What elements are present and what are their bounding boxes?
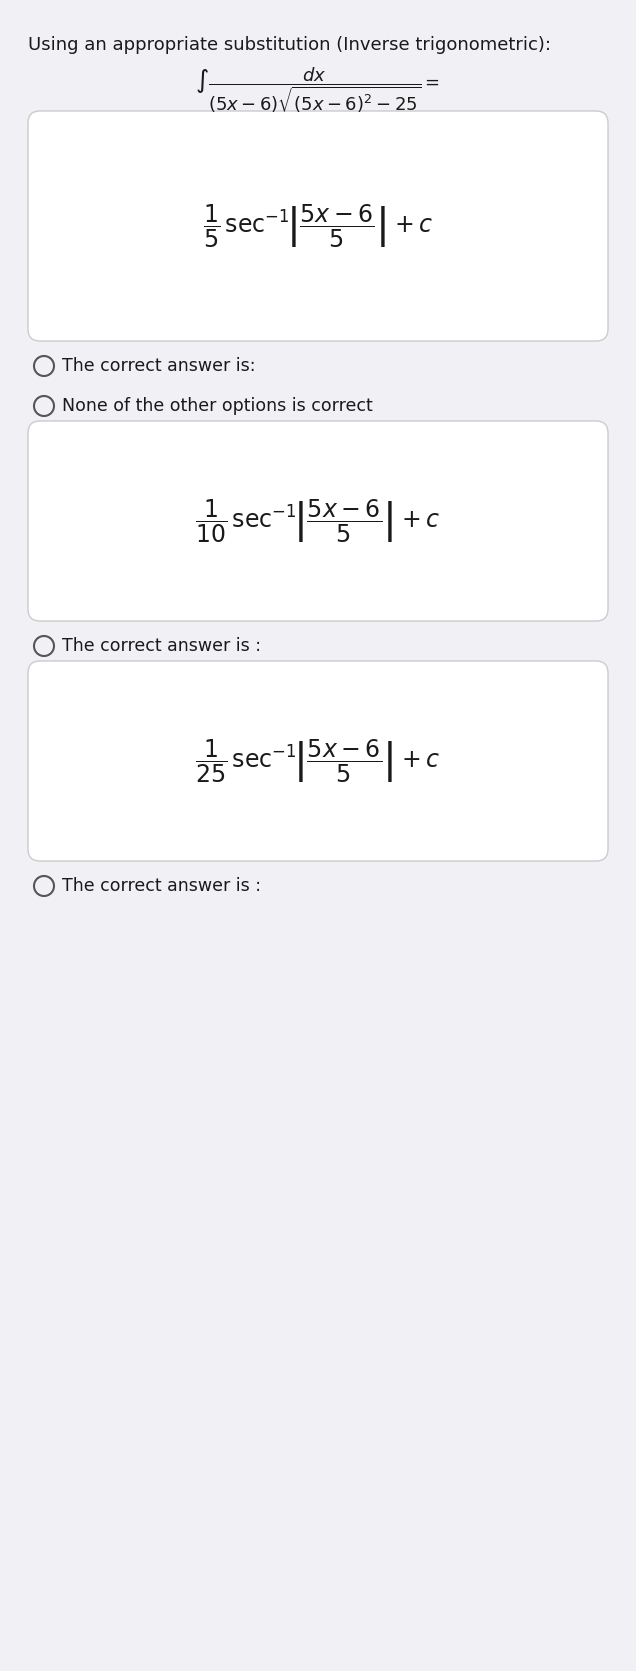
Text: $\dfrac{1}{10}\,\mathrm{sec}^{-1}\!\left|\dfrac{5x-6}{5}\right| + c$: $\dfrac{1}{10}\,\mathrm{sec}^{-1}\!\left… xyxy=(195,498,441,545)
Text: The correct answer is :: The correct answer is : xyxy=(62,637,261,655)
Text: Using an appropriate substitution (Inverse trigonometric):: Using an appropriate substitution (Inver… xyxy=(28,37,551,53)
FancyBboxPatch shape xyxy=(28,110,608,341)
Text: None of the other options is correct: None of the other options is correct xyxy=(62,398,373,414)
FancyBboxPatch shape xyxy=(28,662,608,861)
Text: The correct answer is :: The correct answer is : xyxy=(62,877,261,896)
Text: $\dfrac{1}{25}\,\mathrm{sec}^{-1}\!\left|\dfrac{5x-6}{5}\right| + c$: $\dfrac{1}{25}\,\mathrm{sec}^{-1}\!\left… xyxy=(195,737,441,785)
Text: $\dfrac{1}{5}\,\mathrm{sec}^{-1}\!\left|\dfrac{5x-6}{5}\right| + c$: $\dfrac{1}{5}\,\mathrm{sec}^{-1}\!\left|… xyxy=(203,202,433,249)
Text: $\int \dfrac{dx}{(5x-6)\sqrt{(5x-6)^2-25}} =$: $\int \dfrac{dx}{(5x-6)\sqrt{(5x-6)^2-25… xyxy=(195,65,441,115)
FancyBboxPatch shape xyxy=(28,421,608,622)
Text: The correct answer is:: The correct answer is: xyxy=(62,358,256,374)
